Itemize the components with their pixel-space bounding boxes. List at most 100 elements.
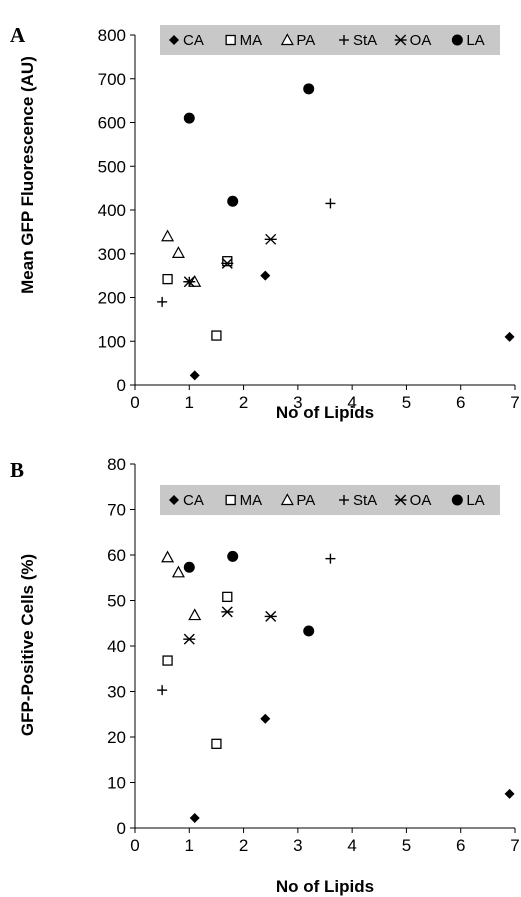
panel-b-point <box>188 608 202 621</box>
panel-a-x-tick-label: 2 <box>239 393 248 412</box>
panel-a-x-tick-label: 0 <box>130 393 139 412</box>
panel-b-y-tick-label: 40 <box>107 637 126 656</box>
panel-b-legend-marker <box>225 494 236 506</box>
panel-b-legend-label: OA <box>410 492 432 509</box>
panel-a-y-tick-label: 600 <box>98 114 126 133</box>
panel-b-point <box>211 738 222 749</box>
panel-b-point <box>161 550 175 563</box>
panel-a-legend-marker <box>225 34 236 46</box>
panel-a-plot-area: 0 100 200 300 400 500 600 700 800 0 1 2 3 4 5 6 7 CA MA PA S… <box>98 25 520 412</box>
panel-b-series-la <box>183 550 315 637</box>
panel-b-legend-marker <box>451 494 463 506</box>
panel-b-point <box>222 591 233 603</box>
panel-a-point <box>260 270 271 281</box>
panel-b-y-tick-label: 20 <box>107 728 126 747</box>
panel-b-legend-box <box>160 485 500 515</box>
panel-a-point <box>162 273 173 285</box>
panel-b-series-pa <box>161 550 202 621</box>
panel-b-legend-marker <box>394 494 407 506</box>
panel-a-legend-box <box>160 25 500 55</box>
panel-a-legend-marker <box>280 33 294 46</box>
panel-a-point <box>161 229 175 242</box>
panel-b-series-ma <box>162 591 233 749</box>
panel-b-x-tick-label: 4 <box>347 836 356 855</box>
panel-b-point <box>221 606 234 618</box>
panel-b-y-tick-label: 30 <box>107 683 126 702</box>
panel-a-series-sta <box>157 198 336 307</box>
panel-b-point <box>264 610 277 622</box>
panel-a-x-tick-label: 6 <box>456 393 465 412</box>
panel-b-x-tick-label: 5 <box>402 836 411 855</box>
panel-a-y-axis-title: Mean GFP Fluorescence (AU) <box>18 56 37 294</box>
panel-a-legend-label: CA <box>183 32 204 49</box>
panel-a-x-tick-label: 4 <box>347 393 356 412</box>
panel-b-x-axis-title: No of Lipids <box>276 877 374 896</box>
panel-b-legend-label: MA <box>240 492 263 509</box>
panel-a-legend-label: LA <box>466 32 484 49</box>
panel-b-x-tick-label: 0 <box>130 836 139 855</box>
panel-b-legend-marker <box>280 493 294 506</box>
panel-a-point <box>222 256 233 267</box>
panel-b-plot-area: 0 10 20 30 40 50 60 70 80 0 1 2 3 4 5 6 7 CA MA PA StA OA LA <box>107 455 520 855</box>
panel-a-y-tick-label: 200 <box>98 289 126 308</box>
panel-a-series-la <box>183 83 315 207</box>
panel-b-y-tick-label: 60 <box>107 546 126 565</box>
panel-a-legend-marker <box>169 35 179 45</box>
panel-a-legend: CA MA PA StA OA LA <box>160 25 500 55</box>
panel-b-y-axis-title: GFP-Positive Cells (%) <box>18 554 37 736</box>
panel-a-series-ma <box>162 256 233 341</box>
panel-b-letter: B <box>10 458 24 482</box>
panel-a-point <box>303 83 315 95</box>
panel-a-legend-marker <box>451 34 463 46</box>
panel-b-legend-label: StA <box>353 492 377 509</box>
panel-a-x-tick-label: 3 <box>293 393 302 412</box>
panel-b-point <box>325 553 336 564</box>
panel-a-point <box>264 233 277 245</box>
panel-b-point <box>504 788 515 799</box>
panel-a-x-axis-title: No of Lipids <box>276 403 374 422</box>
panel-a-series-oa <box>183 233 277 288</box>
panel-b-point <box>227 550 239 562</box>
panel-a-x-tick-label: 5 <box>402 393 411 412</box>
panel-b-series-oa <box>183 606 277 645</box>
panel-a-point <box>183 276 196 288</box>
panel-b: B GFP-Positive Cells (%) No of Lipids 0 1… <box>10 455 520 896</box>
panel-a-y-tick-label: 100 <box>98 332 126 351</box>
panel-b-legend-marker <box>339 495 349 505</box>
panel-b-series-sta <box>157 553 336 696</box>
panel-b-legend: CA MA PA StA OA LA <box>160 485 500 515</box>
panel-a-y-tick-label: 500 <box>98 157 126 176</box>
panel-a-point <box>325 198 336 209</box>
panel-a-legend-label: MA <box>240 32 263 49</box>
panel-b-x-tick-label: 6 <box>456 836 465 855</box>
panel-b-point <box>171 565 185 578</box>
panel-b-x-tick-label: 7 <box>510 836 519 855</box>
panel-b-y-tick-label: 50 <box>107 592 126 611</box>
panel-b-point <box>303 625 315 637</box>
panel-a-point <box>504 331 515 342</box>
panel-b-x-tick-label: 2 <box>239 836 248 855</box>
panel-b-legend-marker <box>169 495 179 505</box>
panel-b-legend-label: CA <box>183 492 204 509</box>
panel-a-point <box>189 370 200 381</box>
panel-b-point <box>189 812 200 823</box>
panel-a-point <box>183 112 195 124</box>
panel-a-point <box>171 246 185 258</box>
panel-b-series-ca <box>189 713 515 823</box>
panel-b-x-tick-label: 3 <box>293 836 302 855</box>
panel-a-legend-label: OA <box>410 32 432 49</box>
panel-a-y-tick-label: 700 <box>98 70 126 89</box>
panel-b-y-tick-label: 0 <box>117 819 126 838</box>
panel-a-series-ca <box>189 270 515 381</box>
panel-a-point <box>211 330 222 341</box>
panel-b-point <box>183 561 195 573</box>
panel-b-point <box>260 713 271 724</box>
panel-b-legend-label: LA <box>466 492 484 509</box>
panel-b-legend-label: PA <box>296 492 315 509</box>
panel-a-y-tick-label: 800 <box>98 26 126 45</box>
panel-a: A Mean GFP Fluorescence (AU) No of Lipid… <box>10 23 520 422</box>
panel-b-y-tick-label: 10 <box>107 774 126 793</box>
panel-a-x-tick-label: 1 <box>185 393 194 412</box>
panel-a-legend-marker <box>339 35 349 45</box>
